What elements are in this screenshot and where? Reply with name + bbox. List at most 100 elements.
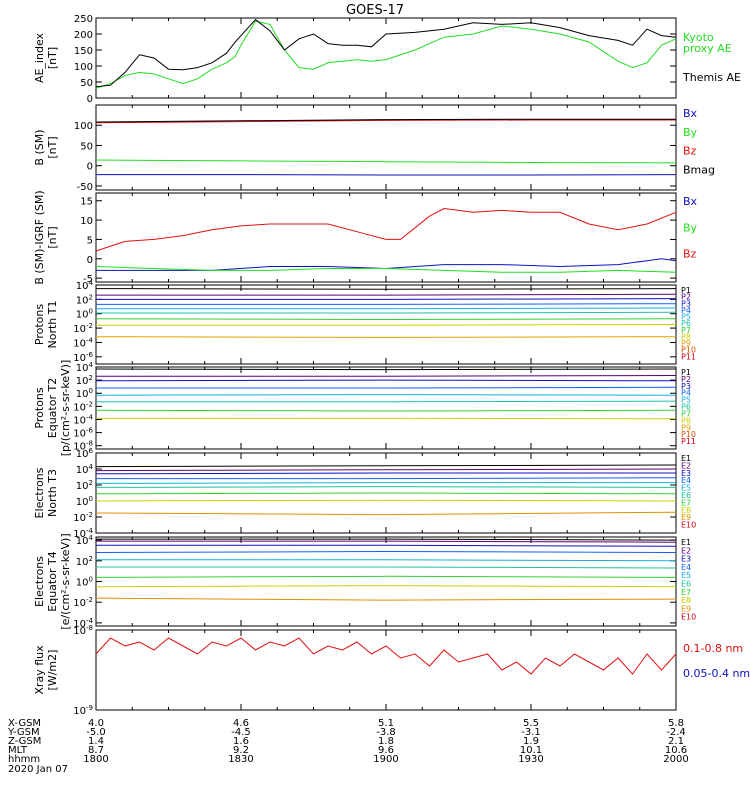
legend-item: P4 (681, 306, 691, 315)
legend-item: P7 (681, 409, 691, 418)
panel-xray: 10-9 10-8 Xray flux [W/m2] 0.1-0.8 nm 0.05-0.… (33, 624, 750, 717)
legend-item: P2 (681, 293, 691, 302)
date-label: 2020 Jan 07 (8, 764, 68, 775)
series-e2 (96, 540, 677, 543)
series-p3 (96, 298, 677, 300)
legend-item: E8 (681, 506, 691, 515)
ephemeris-value: 1.4 (88, 736, 104, 747)
panel-frame (95, 17, 677, 99)
legend-item: E7 (681, 588, 691, 597)
y-tick-label: 0 (87, 255, 93, 266)
ephemeris-value: 9.2 (233, 745, 249, 756)
series-e4 (95, 550, 677, 553)
legend-item: E10 (681, 613, 696, 622)
y-tick-label: 104 (76, 279, 94, 292)
series-e6 (96, 566, 677, 569)
y-tick-label: 200 (74, 30, 93, 41)
y-tick-label: 10-9 (73, 704, 93, 717)
series-p4 (96, 303, 677, 305)
series-bz (95, 119, 676, 124)
ephemeris-value: 2000 (663, 754, 688, 765)
y-tick-label: 102 (76, 555, 93, 568)
legend-item: P11 (681, 437, 696, 446)
y-axis-label: [nT] (46, 226, 59, 248)
y-axis-label: Protons (33, 304, 46, 345)
series-e2 (95, 468, 677, 472)
series-p7 (95, 409, 677, 412)
legend-item: proxy AE (683, 42, 732, 55)
legend-item: E1 (681, 454, 691, 463)
ephemeris-value: 4.0 (88, 718, 104, 729)
legend-item: P1 (681, 286, 691, 295)
legend-item: E4 (681, 476, 691, 485)
panel-frame (95, 629, 677, 711)
series-kyoto-proxy-ae (95, 20, 677, 89)
legend: 0.1-0.8 nm 0.05-0.4 nm (683, 642, 750, 680)
series-p7 (95, 318, 677, 321)
ephemeris-row-label: Y-GSM (7, 727, 40, 738)
y-tick-label: 104 (76, 534, 94, 547)
series-p5 (95, 394, 677, 396)
legend-item: Bz (683, 248, 697, 261)
y-tick-label: 10-4 (73, 336, 93, 349)
ephemeris-value: 8.7 (88, 745, 104, 756)
legend-item: P1 (681, 368, 691, 377)
legend-item: E6 (681, 580, 691, 589)
series-p9 (95, 336, 677, 338)
legend-item: E10 (681, 521, 696, 530)
ephemeris-value: -3.8 (376, 727, 396, 738)
legend-item: Bx (683, 195, 698, 208)
y-tick-label: -50 (77, 182, 93, 193)
legend-item: P10 (681, 346, 696, 355)
legend-item: E5 (681, 571, 691, 580)
y-axis-label: AE_index (33, 32, 46, 83)
y-tick-label: 106 (76, 447, 94, 460)
plot-title: GOES-17 (346, 3, 404, 18)
legend-item: P5 (681, 313, 691, 322)
y-tick-label: 10 (80, 216, 93, 227)
legend-item: 0.05-0.4 nm (683, 667, 750, 680)
series-e9 (95, 511, 677, 516)
ephemeris-value: -2.4 (666, 727, 686, 738)
series-p8 (96, 324, 677, 326)
y-axis-label: [nT] (46, 47, 59, 69)
series-e8 (95, 499, 677, 502)
series-p1 (95, 288, 677, 290)
legend-item: P9 (681, 339, 691, 348)
series-p6 (96, 400, 677, 403)
legend-item: E8 (681, 596, 691, 605)
ephemeris-value: -4.5 (231, 727, 251, 738)
legend-item: Bz (683, 145, 697, 158)
y-axis-label: Electrons (33, 467, 46, 518)
legend-item: P10 (681, 430, 696, 439)
ephemeris-value: 5.1 (378, 718, 394, 729)
series-p6 (96, 311, 677, 314)
series-p5 (96, 307, 677, 310)
ephemeris-row-label: MLT (8, 745, 28, 756)
legend-item: P4 (681, 389, 691, 398)
panel-frame (95, 536, 677, 627)
y-axis-label: [e/(cm²-s-sr-keV)] (59, 533, 72, 629)
series-e7 (95, 575, 677, 578)
series-e9 (95, 597, 677, 601)
panel-frame (95, 366, 677, 450)
legend-item: Bmag (683, 163, 715, 176)
ephemeris-value: 10.1 (520, 745, 542, 756)
y-tick-label: 102 (76, 479, 93, 492)
legend-item: E7 (681, 498, 691, 507)
y-tick-label: 100 (74, 62, 93, 73)
series-p4 (96, 386, 677, 389)
series-0-1-0-8-nm (95, 637, 677, 675)
legend-item: 0.1-0.8 nm (683, 642, 743, 655)
ephemeris-value: 4.6 (233, 718, 249, 729)
legend-item: P6 (681, 403, 691, 412)
y-axis-label: Equator T2 (46, 378, 59, 438)
ephemeris-value: 1.8 (378, 736, 394, 747)
legend-item: E6 (681, 491, 691, 500)
